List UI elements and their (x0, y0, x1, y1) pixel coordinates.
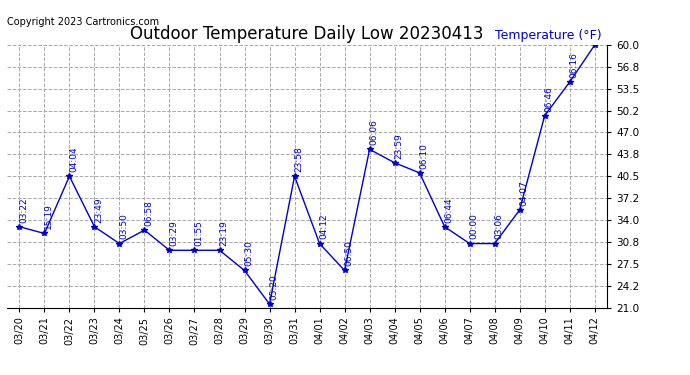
Text: 23:49: 23:49 (94, 197, 103, 223)
Text: 06:50: 06:50 (344, 240, 353, 266)
Text: 06:46: 06:46 (544, 86, 553, 111)
Text: 23:58: 23:58 (294, 146, 303, 172)
Text: 01:55: 01:55 (194, 220, 203, 246)
Text: 05:20: 05:20 (269, 274, 278, 300)
Text: 23:59: 23:59 (394, 133, 403, 159)
Text: Copyright 2023 Cartronics.com: Copyright 2023 Cartronics.com (7, 17, 159, 27)
Text: Temperature (°F): Temperature (°F) (495, 29, 601, 42)
Text: 03:06: 03:06 (494, 213, 503, 239)
Text: 04:12: 04:12 (319, 214, 328, 239)
Text: 06:58: 06:58 (144, 200, 153, 226)
Text: 06:44: 06:44 (444, 197, 453, 223)
Text: 15:19: 15:19 (44, 203, 53, 229)
Text: 03:22: 03:22 (19, 197, 28, 223)
Text: 04:04: 04:04 (69, 147, 78, 172)
Text: 04:07: 04:07 (520, 180, 529, 206)
Text: 06:10: 06:10 (420, 143, 428, 169)
Text: 06:06: 06:06 (369, 119, 378, 145)
Text: 03:29: 03:29 (169, 220, 178, 246)
Title: Outdoor Temperature Daily Low 20230413: Outdoor Temperature Daily Low 20230413 (130, 26, 484, 44)
Text: 03:50: 03:50 (119, 213, 128, 239)
Text: 00:00: 00:00 (469, 213, 478, 239)
Text: 05:30: 05:30 (244, 240, 253, 266)
Text: 06:16: 06:16 (569, 52, 578, 78)
Text: 23:19: 23:19 (219, 220, 228, 246)
